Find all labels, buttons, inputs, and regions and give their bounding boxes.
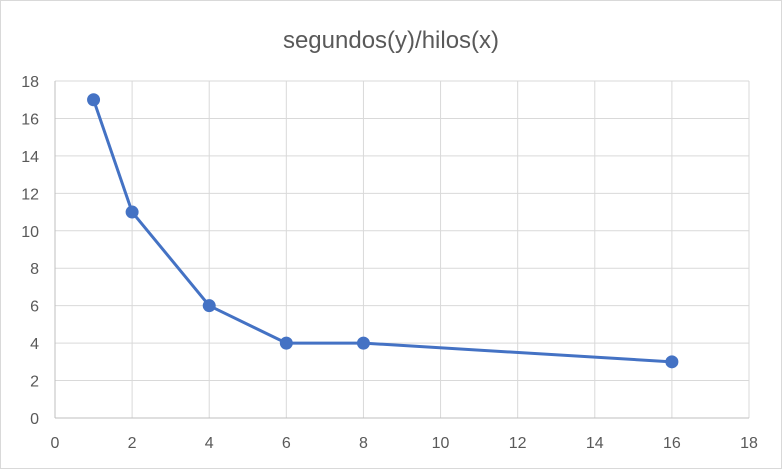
y-tick-label: 12 — [21, 186, 39, 203]
y-tick-label: 8 — [30, 261, 39, 278]
data-point — [279, 336, 293, 350]
data-point — [87, 93, 101, 107]
x-tick-label: 12 — [509, 435, 527, 452]
y-tick-label: 6 — [30, 299, 39, 316]
x-tick-label: 10 — [432, 435, 450, 452]
series-line — [92, 99, 672, 364]
y-tick-label: 0 — [30, 411, 39, 428]
y-tick-label: 4 — [30, 336, 39, 353]
data-point — [356, 336, 370, 350]
data-point — [202, 299, 216, 313]
x-tick-label: 0 — [51, 435, 60, 452]
data-point — [665, 355, 679, 369]
y-tick-label: 16 — [21, 111, 39, 128]
x-tick-label: 14 — [586, 435, 604, 452]
y-tick-label: 2 — [30, 374, 39, 391]
data-point — [125, 205, 139, 219]
axes — [54, 81, 749, 419]
y-tick-label: 18 — [21, 74, 39, 91]
y-tick-label: 14 — [21, 149, 39, 166]
x-tick-label: 2 — [128, 435, 137, 452]
y-tick-label: 10 — [21, 224, 39, 241]
chart-title: segundos(y)/hilos(x) — [282, 27, 500, 54]
x-tick-label: 8 — [359, 435, 368, 452]
x-tick-label: 16 — [663, 435, 681, 452]
tick-labels: 0 2 4 6 8 10 12 14 16 18 0 2 4 6 8 10 12 14 16 18 — [21, 74, 758, 452]
x-tick-label: 4 — [205, 435, 214, 452]
series-layer — [87, 93, 679, 369]
gridlines — [55, 80, 750, 418]
x-tick-label: 6 — [282, 435, 291, 452]
x-tick-label: 18 — [740, 435, 758, 452]
